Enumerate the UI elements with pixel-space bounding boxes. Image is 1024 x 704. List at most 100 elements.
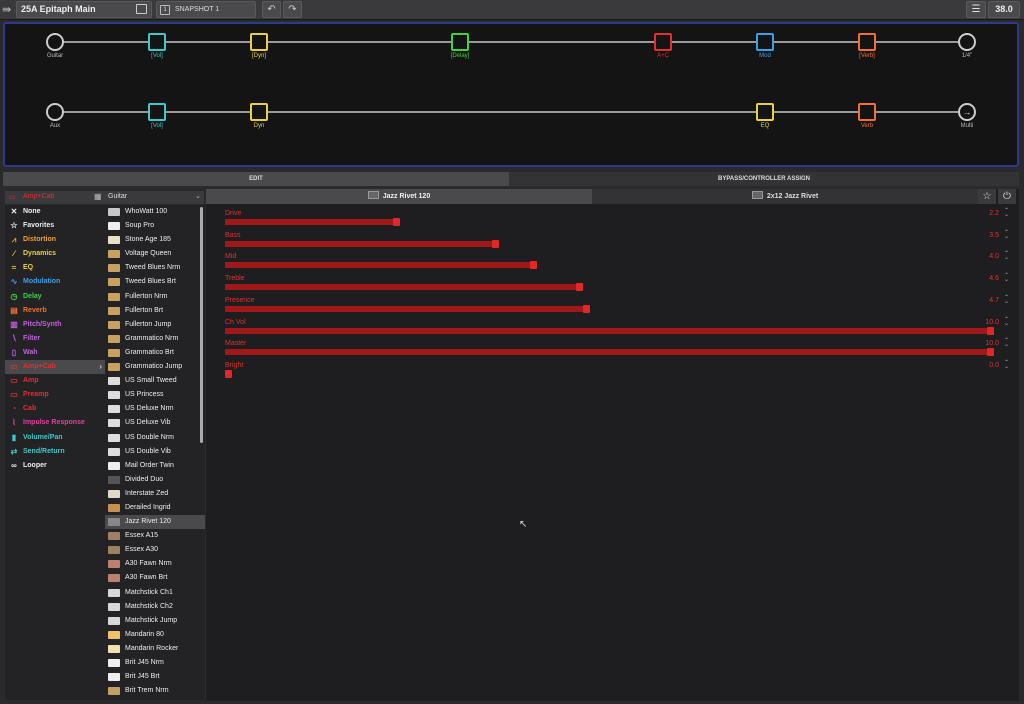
model-item[interactable]: US Deluxe Nrm: [105, 402, 205, 416]
signal-block-reverb[interactable]: [858, 103, 876, 121]
param-value[interactable]: 4.7: [989, 296, 999, 304]
category-item[interactable]: ▭ Amp: [5, 374, 105, 388]
category-item[interactable]: ≈ EQ: [5, 261, 105, 275]
stepper-icon[interactable]: ⌃ ⌄: [1003, 208, 1009, 218]
param-value[interactable]: 10.0: [985, 340, 999, 348]
category-item[interactable]: ⇄ Send/Return: [5, 445, 105, 459]
model-item[interactable]: US Small Tweed: [105, 374, 205, 388]
undo-button[interactable]: ↶: [262, 1, 281, 18]
model-item[interactable]: Matchstick Jump: [105, 614, 205, 628]
param-value[interactable]: 3.5: [989, 231, 999, 239]
signal-block-output-jack[interactable]: [958, 33, 976, 51]
model-item[interactable]: Divided Duo: [105, 473, 205, 487]
sidebar-toggle-icon[interactable]: ⇛: [2, 4, 12, 16]
model-item[interactable]: Grammatico Brt: [105, 346, 205, 360]
category-item[interactable]: ▯ Wah: [5, 346, 105, 360]
model-item[interactable]: Mandarin 80: [105, 628, 205, 642]
signal-block-guitar[interactable]: [46, 33, 64, 51]
list-menu-button[interactable]: ☰: [966, 1, 986, 18]
model-item[interactable]: Stone Age 185: [105, 233, 205, 247]
category-item[interactable]: ⌇ Impulse Response: [5, 416, 105, 430]
category-item[interactable]: ▮ Volume/Pan: [5, 431, 105, 445]
model-item[interactable]: US Princess: [105, 388, 205, 402]
signal-block-eq[interactable]: [756, 103, 774, 121]
tab-amp[interactable]: Jazz Rivet 120: [206, 189, 592, 204]
category-item[interactable]: ⩘ Distortion: [5, 233, 105, 247]
param-slider[interactable]: [225, 261, 994, 270]
signal-block-volume[interactable]: [148, 103, 166, 121]
model-item[interactable]: US Double Nrm: [105, 431, 205, 445]
category-item[interactable]: ◷ Delay: [5, 290, 105, 304]
param-value[interactable]: 0.0: [989, 361, 999, 369]
category-item[interactable]: ☆ Favorites: [5, 219, 105, 233]
model-item[interactable]: Tweed Blues Nrm: [105, 261, 205, 275]
model-item[interactable]: Brit J45 Nrm: [105, 656, 205, 670]
model-item[interactable]: Derailed Ingrid: [105, 501, 205, 515]
save-icon[interactable]: [136, 4, 147, 14]
stepper-icon[interactable]: ⌃ ⌄: [1003, 229, 1009, 240]
param-value[interactable]: 10.0: [985, 318, 999, 326]
category-header[interactable]: ▭ Amp+Cab: [5, 191, 105, 204]
param-slider[interactable]: [225, 218, 994, 226]
param-slider[interactable]: [225, 326, 994, 335]
param-slider-handle[interactable]: [583, 304, 590, 313]
power-icon[interactable]: ⏻: [998, 189, 1016, 204]
model-item[interactable]: Grammatico Jump: [105, 360, 205, 374]
signal-block-dynamics[interactable]: [250, 33, 268, 51]
model-item[interactable]: Tweed Blues Brt: [105, 275, 205, 289]
signal-block-delay[interactable]: [451, 33, 469, 51]
param-slider-handle[interactable]: [530, 261, 537, 270]
model-item[interactable]: A30 Fawn Nrm: [105, 557, 205, 571]
category-item[interactable]: ∖ Filter: [5, 332, 105, 346]
signal-block-dynamics[interactable]: [250, 103, 268, 121]
model-item[interactable]: Fullerton Nrm: [105, 290, 205, 304]
tab-bypass-controller[interactable]: BYPASS/CONTROLLER ASSIGN: [509, 172, 1019, 186]
param-slider[interactable]: [225, 369, 994, 378]
snapshot-selector[interactable]: 1 SNAPSHOT 1: [156, 1, 256, 18]
preset-name-field[interactable]: 25A Epitaph Main: [16, 1, 152, 18]
tempo-display[interactable]: 38.0: [988, 1, 1020, 18]
model-item[interactable]: Matchstick Ch1: [105, 586, 205, 600]
model-item[interactable]: A30 Fawn Brt: [105, 571, 205, 585]
stepper-icon[interactable]: ⌃ ⌄: [1003, 273, 1009, 284]
model-item[interactable]: Grammatico Nrm: [105, 332, 205, 346]
model-item[interactable]: Soup Pro: [105, 219, 205, 233]
param-slider[interactable]: [225, 283, 994, 292]
model-item[interactable]: US Deluxe Vib: [105, 416, 205, 430]
param-slider-handle[interactable]: [393, 218, 400, 226]
signal-block-modulation[interactable]: [756, 33, 774, 51]
param-value[interactable]: 2.2: [989, 210, 999, 217]
param-slider[interactable]: [225, 304, 994, 313]
signal-block-amp-cab[interactable]: [654, 33, 672, 51]
model-item[interactable]: Interstate Zed: [105, 487, 205, 501]
model-item[interactable]: Mail Order Twin: [105, 459, 205, 473]
tab-cab[interactable]: 2x12 Jazz Rivet: [592, 189, 978, 204]
category-item[interactable]: ∞ Looper: [5, 459, 105, 473]
param-slider-handle[interactable]: [492, 239, 499, 248]
category-item[interactable]: ▭ Amp+Cab ›: [5, 360, 105, 375]
model-item[interactable]: Essex A30: [105, 543, 205, 557]
stepper-icon[interactable]: ⌃ ⌄: [1003, 316, 1009, 327]
signal-block-volume[interactable]: [148, 33, 166, 51]
model-item[interactable]: Voltage Queen: [105, 247, 205, 261]
model-item[interactable]: Matchstick Ch2: [105, 600, 205, 614]
category-item[interactable]: ◔ Cab: [5, 402, 105, 416]
model-item[interactable]: Fullerton Brt: [105, 304, 205, 318]
redo-button[interactable]: ↷: [283, 1, 302, 18]
stepper-icon[interactable]: ⌃ ⌄: [1003, 359, 1009, 370]
category-item[interactable]: ∕ Dynamics: [5, 247, 105, 261]
model-item[interactable]: Brit J45 Brt: [105, 670, 205, 684]
model-item[interactable]: Mandarin Rocker: [105, 642, 205, 656]
category-item[interactable]: ∿ Modulation: [5, 275, 105, 289]
param-slider[interactable]: [225, 239, 994, 248]
param-slider-handle[interactable]: [987, 348, 994, 357]
category-item[interactable]: ✕ None: [5, 205, 105, 219]
stepper-icon[interactable]: ⌃ ⌄: [1003, 251, 1009, 262]
signal-block-arrow-right[interactable]: →: [958, 103, 976, 121]
model-item[interactable]: Brit Trem Nrm: [105, 684, 205, 698]
category-item[interactable]: ▤ Reverb: [5, 304, 105, 318]
param-value[interactable]: 4.6: [989, 275, 999, 283]
model-item[interactable]: US Double Vib: [105, 445, 205, 459]
param-slider-handle[interactable]: [576, 283, 583, 292]
favorite-star-icon[interactable]: ☆: [978, 189, 996, 204]
